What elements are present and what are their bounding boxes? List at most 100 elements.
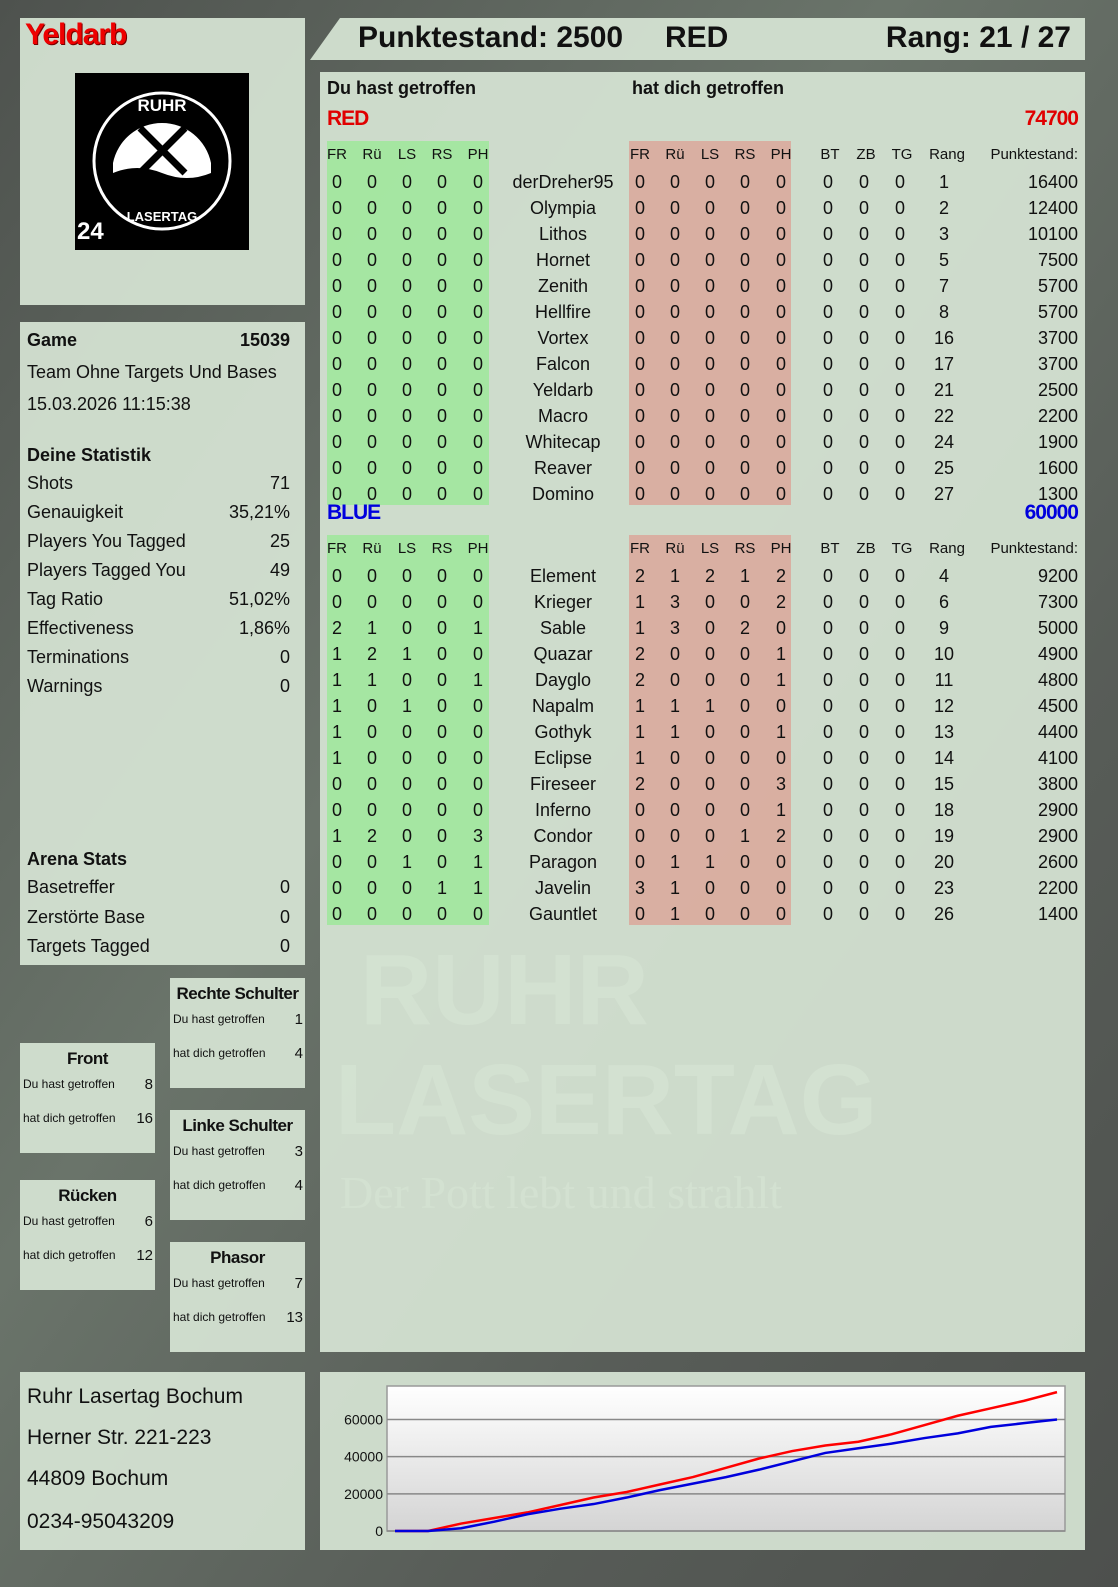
- you-hit-value: 0: [436, 800, 447, 820]
- you-hit-value: 0: [401, 354, 412, 374]
- hit-you-value: 0: [704, 878, 715, 898]
- hit-you-value: 1: [775, 670, 786, 690]
- stat-bt: 0: [822, 852, 833, 872]
- you-hit-column-bg: [327, 535, 489, 925]
- player-score: 2600: [1037, 852, 1078, 872]
- you-hit-value: 1: [436, 878, 447, 898]
- player-score: 5000: [1037, 618, 1078, 638]
- you-hit-value: 0: [366, 250, 377, 270]
- you-hit-value: 1: [331, 722, 342, 742]
- stat-bt: 0: [822, 302, 833, 322]
- hit-you-value: 0: [704, 904, 715, 924]
- hit-you-value: 0: [739, 878, 750, 898]
- stat-bt: 0: [822, 878, 833, 898]
- player-score: 12400: [1027, 198, 1078, 218]
- hit-you-value: 0: [775, 250, 786, 270]
- you-hit-value: 1: [331, 826, 342, 846]
- player-rank: 23: [933, 878, 955, 898]
- player-score: 4500: [1037, 696, 1078, 716]
- series-line-1: [395, 1418, 1058, 1533]
- arena-label: Targets Tagged: [27, 936, 150, 956]
- hit-zone-title: Front: [67, 1049, 108, 1068]
- stat-bt: 0: [822, 484, 833, 504]
- game-mode: Team Ohne Targets Und Bases: [27, 362, 277, 382]
- stat-tg: 0: [894, 276, 905, 296]
- y-tick-label: 20000: [344, 1486, 383, 1502]
- player-score: 4800: [1037, 670, 1078, 690]
- stat-zb: 0: [858, 852, 869, 872]
- hit-you-value: 0: [634, 904, 645, 924]
- hit-you-value: 0: [704, 800, 715, 820]
- hit-you-value: 0: [775, 302, 786, 322]
- hit-you-value: 1: [634, 696, 645, 716]
- player-rank: 1: [938, 172, 949, 192]
- stat-bt: 0: [822, 904, 833, 924]
- hit-you-value: 0: [634, 302, 645, 322]
- stat-bt: 0: [822, 354, 833, 374]
- hit-you-value: 2: [634, 566, 645, 586]
- hit-you-value: 0: [704, 380, 715, 400]
- you-hit-value: 0: [366, 198, 377, 218]
- stat-zb: 0: [858, 878, 869, 898]
- you-hit-heading: Du hast getroffen: [327, 78, 477, 98]
- player-score: 3700: [1037, 354, 1078, 374]
- you-hit-value: 0: [436, 354, 447, 374]
- score-chart: 0 20000 40000 60000: [344, 1385, 1066, 1539]
- hit-zone-box: Linke Schulter Du hast getroffen 3 hat dich…: [170, 1110, 305, 1220]
- stat-value: 71: [269, 473, 290, 493]
- you-hit-label: Du hast getroffen: [23, 1077, 115, 1091]
- hit-you-value: 0: [669, 484, 680, 504]
- you-hit-value: 0: [436, 670, 447, 690]
- player-rank: Rang: 21 / 27: [885, 21, 1071, 54]
- you-hit-value: 0: [472, 458, 483, 478]
- arena-title: Arena Stats: [27, 849, 128, 869]
- column-header: RS: [734, 540, 756, 557]
- stat-bt: 0: [822, 826, 833, 846]
- player-name: Dayglo: [534, 670, 592, 690]
- you-hit-value: 1: [331, 696, 342, 716]
- hit-you-value: 0: [704, 250, 715, 270]
- address-phone: 0234-95043209: [27, 1510, 175, 1533]
- player-name: Hellfire: [534, 302, 591, 322]
- you-hit-value: 0: [401, 904, 412, 924]
- stat-zb: 0: [858, 198, 869, 218]
- column-header: Rü: [665, 146, 685, 163]
- y-tick-label: 0: [375, 1523, 383, 1539]
- stat-tg: 0: [894, 800, 905, 820]
- hit-you-value: 0: [634, 800, 645, 820]
- hit-you-value: 0: [739, 328, 750, 348]
- hit-you-value: 2: [739, 618, 750, 638]
- hit-you-count: 12: [136, 1247, 153, 1264]
- stat-zb: 0: [858, 904, 869, 924]
- you-hit-value: 0: [472, 328, 483, 348]
- hit-you-value: 0: [704, 328, 715, 348]
- hit-you-value: 0: [775, 172, 786, 192]
- stat-row: Shots 71: [27, 472, 290, 494]
- you-hit-value: 1: [401, 696, 412, 716]
- hit-you-value: 0: [634, 198, 645, 218]
- you-hit-value: 0: [366, 302, 377, 322]
- you-hit-value: 0: [472, 302, 483, 322]
- hit-you-column-bg: [629, 535, 791, 925]
- player-score: 4100: [1037, 748, 1078, 768]
- stat-tg: 0: [894, 458, 905, 478]
- hit-you-value: 0: [704, 644, 715, 664]
- column-header: BT: [820, 540, 840, 557]
- you-hit-value: 0: [366, 878, 377, 898]
- hit-you-value: 0: [704, 618, 715, 638]
- you-hit-value: 0: [331, 224, 342, 244]
- hit-you-value: 0: [739, 696, 750, 716]
- stat-zb: 0: [858, 800, 869, 820]
- stat-tg: 0: [894, 774, 905, 794]
- player-rank: 21: [933, 380, 955, 400]
- hit-you-value: 0: [739, 904, 750, 924]
- stat-row: Effectiveness 1,86%: [27, 617, 290, 639]
- stat-row: Warnings 0: [27, 675, 290, 697]
- player-rank: 3: [938, 224, 949, 244]
- hit-you-value: 0: [704, 826, 715, 846]
- you-hit-value: 0: [472, 484, 483, 504]
- you-hit-value: 1: [401, 852, 412, 872]
- hit-you-value: 0: [739, 224, 750, 244]
- arena-row: Basetreffer 0: [27, 876, 290, 898]
- plot-area: [386, 1385, 1066, 1532]
